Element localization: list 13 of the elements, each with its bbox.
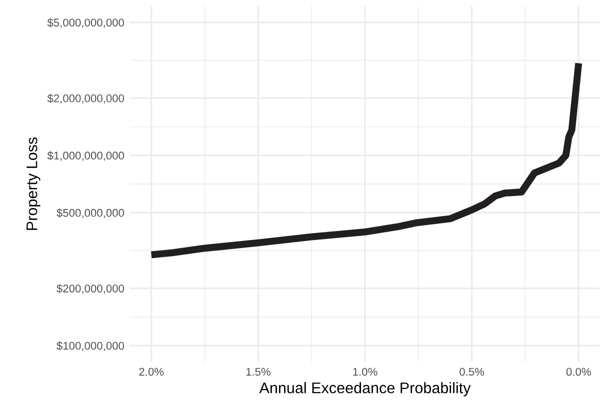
x-tick-label: 1.0% [353, 368, 378, 376]
x-tick-label: 0.0% [566, 368, 591, 376]
x-axis-title: Annual Exceedance Probability [259, 382, 471, 396]
y-axis-title: Property Loss [26, 137, 40, 230]
x-tick-label: 0.5% [460, 368, 484, 376]
x-tick-label: 2.0% [139, 368, 164, 376]
y-tick-label: $1,000,000,000 [47, 151, 124, 161]
y-tick-label: $100,000,000 [56, 341, 124, 352]
x-tick-label: 1.5% [246, 368, 270, 376]
y-tick-label: $200,000,000 [56, 284, 124, 294]
y-tick-label: $5,000,000,000 [47, 18, 124, 28]
y-tick-label: $500,000,000 [56, 208, 124, 218]
y-tick-label: $2,000,000,000 [47, 94, 124, 104]
